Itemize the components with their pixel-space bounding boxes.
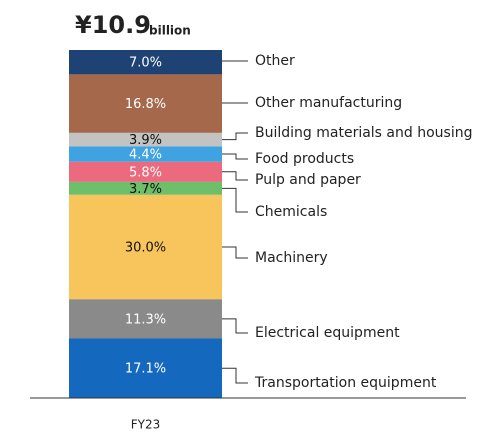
value-label: 5.8%: [129, 165, 162, 180]
legend-label: Transportation equipment: [254, 375, 437, 391]
value-label: 3.9%: [129, 133, 162, 148]
x-tick-label: FY23: [131, 418, 161, 432]
legend-label: Machinery: [255, 250, 328, 266]
legend-label: Food products: [255, 151, 354, 167]
chart-title: ¥10.9: [75, 11, 151, 39]
chart-title-unit: billion: [149, 24, 191, 38]
value-label: 30.0%: [125, 240, 166, 255]
legend-label: Other: [255, 53, 295, 69]
legend-label: Building materials and housing: [255, 125, 472, 141]
bar-segment: [69, 146, 222, 162]
bar-segment: [69, 50, 222, 75]
bar-segment: [69, 132, 222, 147]
connector: [222, 367, 248, 384]
value-label: 4.4%: [129, 148, 162, 163]
legend-label: Chemicals: [255, 204, 327, 220]
bar-segment: [69, 194, 222, 300]
value-label: 16.8%: [125, 97, 166, 112]
connector: [222, 132, 248, 141]
bar-segment: [69, 338, 222, 398]
legend-label: Pulp and paper: [255, 172, 361, 188]
bar-segment: [69, 74, 222, 133]
connector: [222, 171, 248, 181]
connector: [222, 153, 248, 160]
value-label: 7.0%: [129, 56, 162, 71]
value-label: 3.7%: [129, 182, 162, 197]
bar-segment: [69, 181, 222, 195]
legend-label: Other manufacturing: [255, 95, 402, 111]
value-label: 11.3%: [125, 312, 166, 327]
bar-segment: [69, 161, 222, 182]
legend-label: Electrical equipment: [255, 325, 400, 341]
connector: [222, 318, 248, 334]
connector: [222, 187, 248, 213]
value-label: 17.1%: [125, 362, 166, 377]
connector: [222, 246, 248, 259]
bar-segment: [69, 299, 222, 339]
